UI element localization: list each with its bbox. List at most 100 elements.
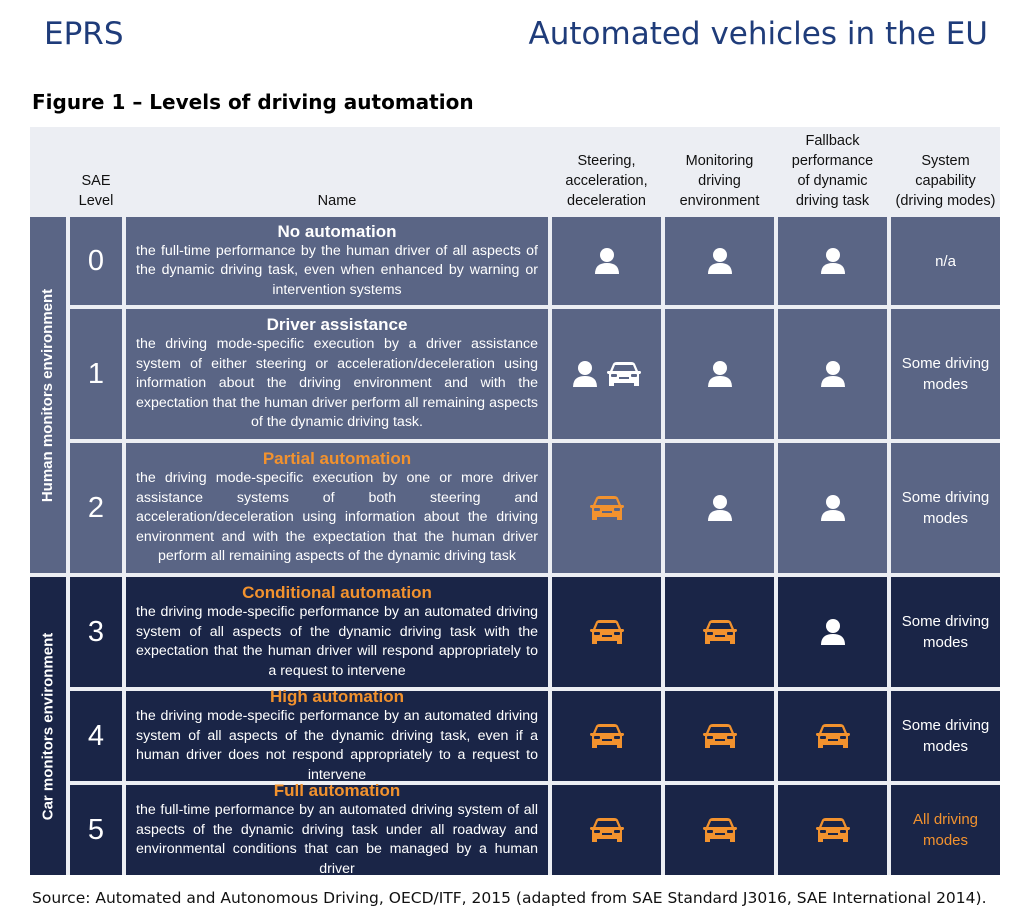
sae-level-number: 3	[87, 615, 105, 648]
row-4-fallback-cell	[778, 691, 887, 781]
column-header-label: Steering, acceleration, deceleration	[565, 153, 648, 209]
icon-group	[815, 722, 851, 750]
row-5-steering-cell	[552, 785, 661, 875]
level-description: the driving mode-specific execution by o…	[136, 470, 538, 565]
icon-group	[589, 722, 625, 750]
level-name: No automation	[277, 221, 397, 241]
icon-group	[589, 494, 625, 522]
sae-level-number: 5	[87, 813, 105, 846]
row-0-name-cell: No automation the full-time performance b…	[126, 217, 548, 305]
person-icon	[572, 361, 597, 387]
sae-level-number: 1	[87, 357, 105, 390]
level-name: Partial automation	[262, 449, 412, 469]
icon-group	[702, 618, 738, 646]
group-band-1: Car monitors environment	[30, 577, 66, 875]
column-header-fallback: Fallback performance of dynamic driving tas…	[778, 127, 887, 211]
car-icon	[589, 496, 624, 520]
column-header-label: SAE Level	[78, 173, 114, 209]
level-description: the driving mode-specific performance by…	[136, 708, 538, 783]
icon-group	[589, 816, 625, 844]
row-3-fallback-cell	[778, 577, 887, 687]
row-2-steering-cell	[552, 443, 661, 573]
car-icon	[702, 724, 737, 748]
row-3-level-cell: 3	[70, 577, 122, 687]
car-icon	[606, 362, 641, 386]
sae-level-number: 4	[87, 719, 105, 752]
row-2-level-cell: 2	[70, 443, 122, 573]
system-capability: Some driving modes	[901, 613, 990, 651]
column-header-level: SAE Level	[70, 127, 122, 211]
icon-group	[702, 816, 738, 844]
icon-group	[589, 618, 625, 646]
row-0-level-cell: 0	[70, 217, 122, 305]
row-3-capability-cell: Some driving modes	[891, 577, 1000, 687]
row-1-fallback-cell	[778, 309, 887, 439]
system-capability: Some driving modes	[901, 717, 990, 755]
person-icon	[820, 361, 845, 387]
column-header-label: Fallback performance of dynamic driving tas…	[791, 133, 874, 209]
column-header-monitoring: Monitoring driving environment	[665, 127, 774, 211]
row-1-name-cell: Driver assistance the driving mode-specif…	[126, 309, 548, 439]
icon-group	[820, 360, 846, 388]
row-2-capability-cell: Some driving modes	[891, 443, 1000, 573]
row-5-capability-cell: All driving modes	[891, 785, 1000, 875]
level-description: the driving mode-specific execution by a…	[136, 336, 538, 431]
car-icon	[702, 818, 737, 842]
group-band-label: Car monitors environment	[39, 632, 57, 820]
row-1-monitoring-cell	[665, 309, 774, 439]
column-header-name: Name	[126, 127, 548, 211]
column-header-label: Name	[317, 193, 357, 209]
automation-levels-table: SAE Level Name Steering, acceleration, decele…	[30, 127, 1000, 877]
header-right: Automated vehicles in the EU	[528, 16, 988, 52]
header-left: EPRS	[44, 16, 124, 52]
system-capability: Some driving modes	[901, 489, 990, 527]
row-0-monitoring-cell	[665, 217, 774, 305]
row-5-name-cell: Full automation the full-time performance…	[126, 781, 548, 877]
level-name: High automation	[269, 687, 405, 706]
person-icon	[707, 361, 732, 387]
icon-group	[815, 816, 851, 844]
car-icon	[589, 818, 624, 842]
source-note: Source: Automated and Autonomous Driving…	[32, 889, 987, 907]
group-band-label: Human monitors environment	[39, 288, 57, 502]
group-band-0: Human monitors environment	[30, 217, 66, 573]
row-4-steering-cell	[552, 691, 661, 781]
car-icon	[702, 620, 737, 644]
column-header-label: Monitoring driving environment	[679, 153, 760, 209]
person-icon	[594, 248, 619, 274]
icon-group	[702, 722, 738, 750]
person-icon	[820, 248, 845, 274]
row-4-capability-cell: Some driving modes	[891, 691, 1000, 781]
level-description: the full-time performance by the human d…	[136, 242, 538, 298]
row-3-name-cell: Conditional automation the driving mode-s…	[126, 577, 548, 687]
row-1-capability-cell: Some driving modes	[891, 309, 1000, 439]
icon-group	[707, 247, 733, 275]
car-icon	[589, 724, 624, 748]
row-3-monitoring-cell	[665, 577, 774, 687]
icon-group	[707, 360, 733, 388]
level-description: the driving mode-specific performance by…	[136, 604, 538, 679]
row-0-capability-cell: n/a	[891, 217, 1000, 305]
icon-group	[707, 494, 733, 522]
icon-group	[820, 618, 846, 646]
icon-group	[820, 247, 846, 275]
icon-group	[820, 494, 846, 522]
person-icon	[707, 495, 732, 521]
system-capability: Some driving modes	[901, 355, 990, 393]
row-4-monitoring-cell	[665, 691, 774, 781]
row-1-steering-cell	[552, 309, 661, 439]
sae-level-number: 0	[87, 244, 105, 277]
row-5-monitoring-cell	[665, 785, 774, 875]
row-0-fallback-cell	[778, 217, 887, 305]
column-header-capability: System capability (driving modes)	[891, 127, 1000, 211]
system-capability: All driving modes	[912, 811, 979, 849]
car-icon	[815, 818, 850, 842]
icon-group	[594, 247, 620, 275]
row-4-name-cell: High automation the driving mode-specific…	[126, 687, 548, 783]
system-capability: n/a	[935, 252, 956, 270]
level-description: the full-time performance by an automate…	[136, 802, 538, 877]
row-2-monitoring-cell	[665, 443, 774, 573]
sae-level-number: 2	[87, 491, 105, 524]
row-4-level-cell: 4	[70, 691, 122, 781]
column-header-steering: Steering, acceleration, deceleration	[552, 127, 661, 211]
